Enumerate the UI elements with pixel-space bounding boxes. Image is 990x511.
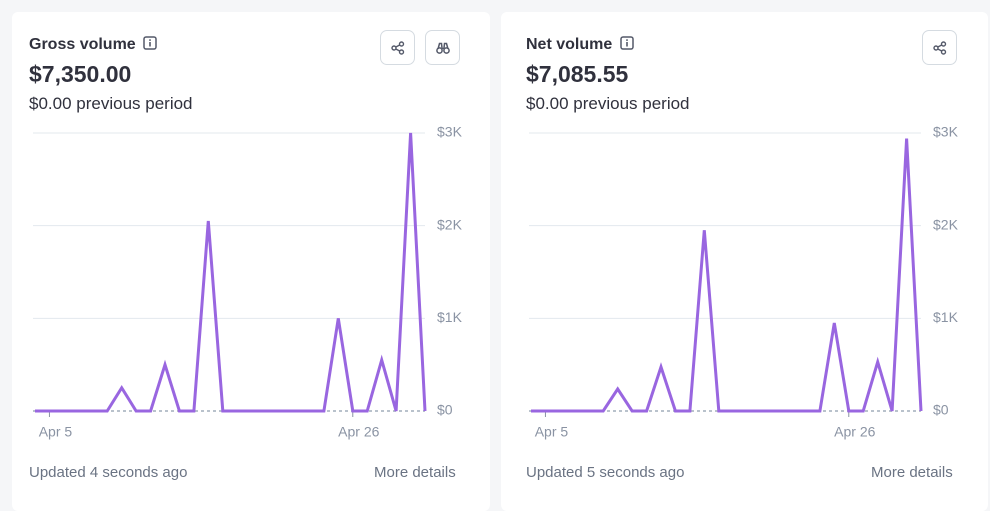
amount: $7,350.00 [29,61,132,87]
share-button[interactable] [922,30,957,65]
line-series [531,138,923,413]
y-tick-label: $1K [437,309,463,325]
explore-button[interactable] [425,30,460,65]
info-icon[interactable] [143,36,157,50]
y-tick-label: $0 [437,402,453,418]
info-icon[interactable] [619,36,634,50]
y-tick-label: $2K [437,216,463,232]
card: $0 $1K $2K $3K Apr 5 Apr 26 Gross volume $7,3… [12,12,490,511]
amount: $7,085.55 [526,61,629,87]
x-tick-label: Apr 26 [338,424,379,440]
previous-period: $0.00 previous period [526,94,690,113]
updated-text: Updated 5 seconds ago [526,464,685,481]
y-tick-label: $3K [933,124,959,140]
y-tick-label: $3K [437,124,463,140]
x-tick-label: Apr 5 [535,424,569,440]
line-series [35,132,427,413]
y-tick-label: $0 [933,402,949,418]
share-button[interactable] [380,30,415,65]
y-tick-label: $1K [933,309,959,325]
previous-period: $0.00 previous period [29,94,193,113]
more-details-link[interactable]: More details [374,464,456,481]
x-tick-label: Apr 26 [834,424,875,440]
chart: $0 $1K $2K $3K Apr 5 Apr 26 [33,124,463,440]
more-details-link[interactable]: More details [871,464,953,481]
card-title: Net volume [526,36,634,54]
card-title: Gross volume [29,36,157,54]
x-tick-label: Apr 5 [39,424,73,440]
chart: $0 $1K $2K $3K Apr 5 Apr 26 [529,124,959,440]
y-tick-label: $2K [933,216,959,232]
title-text: Net volume [526,36,613,53]
updated-text: Updated 4 seconds ago [29,464,188,481]
card: $0 $1K $2K $3K Apr 5 Apr 26 Net volume $7,085… [501,12,988,511]
title-text: Gross volume [29,36,136,53]
